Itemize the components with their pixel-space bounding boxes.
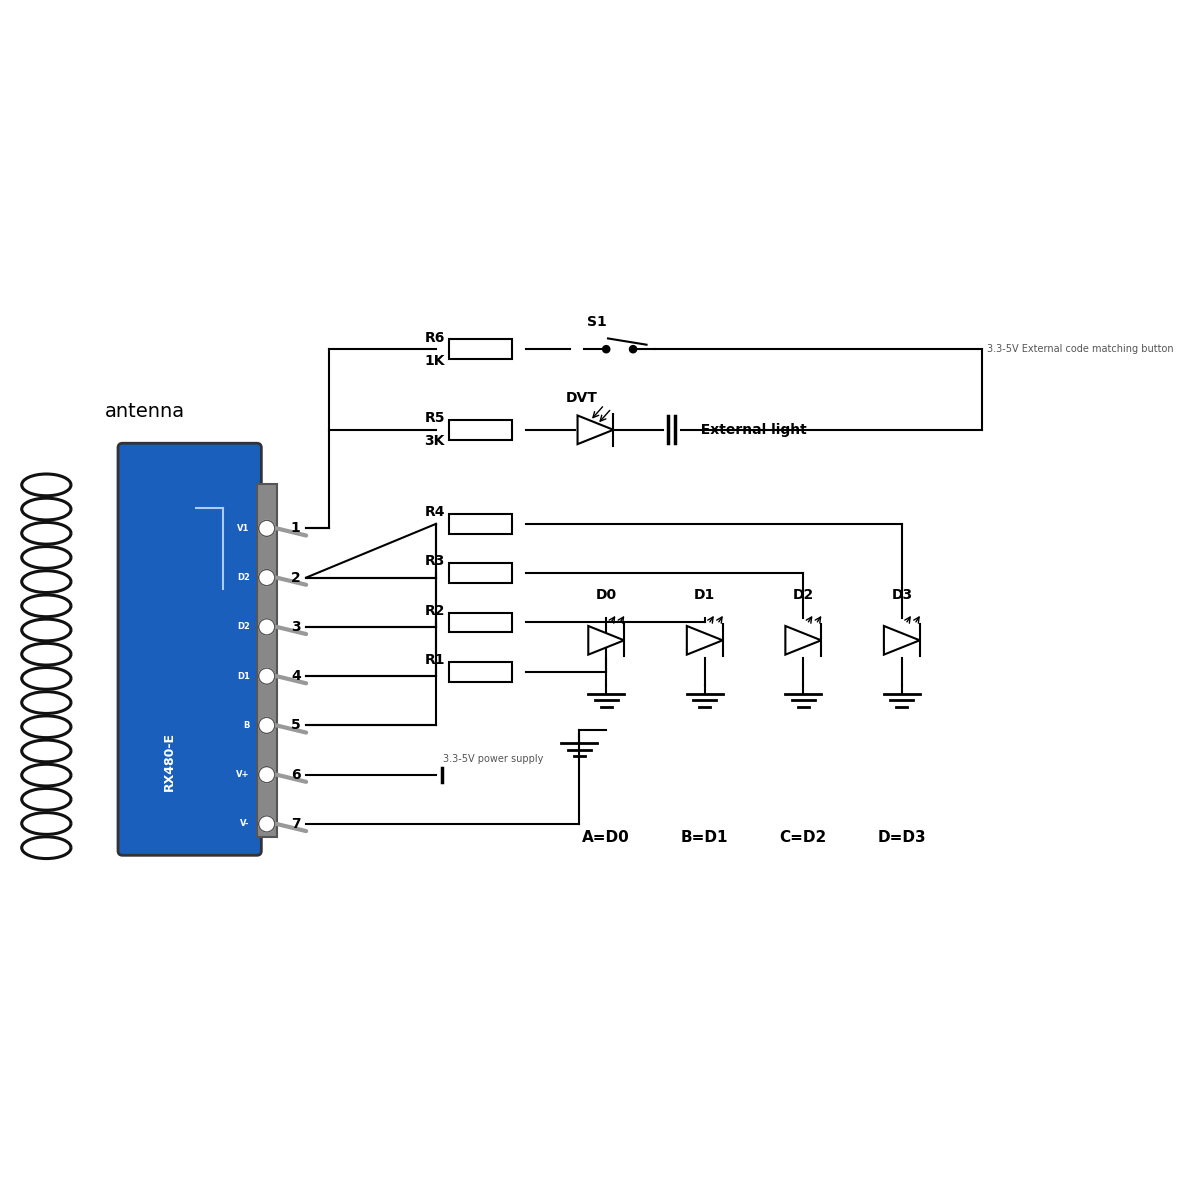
Text: 1: 1 xyxy=(290,521,301,535)
Polygon shape xyxy=(686,626,722,655)
Bar xyxy=(450,612,512,632)
Text: D2: D2 xyxy=(793,588,814,601)
Text: D2: D2 xyxy=(236,574,250,582)
Text: R2: R2 xyxy=(425,604,445,618)
Text: 7: 7 xyxy=(290,817,300,830)
Bar xyxy=(450,563,512,583)
Bar xyxy=(257,484,276,838)
Bar xyxy=(450,514,512,534)
Text: R4: R4 xyxy=(425,505,445,520)
Text: 2: 2 xyxy=(290,571,301,584)
Circle shape xyxy=(602,346,610,353)
Text: R3: R3 xyxy=(425,554,445,569)
Polygon shape xyxy=(588,626,624,655)
Text: R6: R6 xyxy=(425,330,445,344)
Text: 1K: 1K xyxy=(425,354,445,368)
Text: 5: 5 xyxy=(290,719,301,732)
Text: V+: V+ xyxy=(236,770,250,779)
Circle shape xyxy=(259,718,275,733)
Text: RX480-E: RX480-E xyxy=(163,732,176,791)
Text: D2: D2 xyxy=(236,623,250,631)
Text: 3.3-5V power supply: 3.3-5V power supply xyxy=(443,754,544,764)
Text: R1: R1 xyxy=(425,653,445,667)
Text: 3K: 3K xyxy=(425,434,445,449)
Text: 3: 3 xyxy=(290,620,300,634)
Text: V1: V1 xyxy=(238,524,250,533)
Polygon shape xyxy=(785,626,821,655)
Text: D1: D1 xyxy=(236,672,250,680)
Circle shape xyxy=(259,668,275,684)
Text: C=D2: C=D2 xyxy=(780,830,827,845)
Text: antenna: antenna xyxy=(104,402,185,421)
Text: 3.3-5V External code matching button: 3.3-5V External code matching button xyxy=(986,344,1174,354)
Circle shape xyxy=(630,346,637,353)
Text: B=D1: B=D1 xyxy=(680,830,728,845)
Bar xyxy=(450,662,512,682)
Circle shape xyxy=(259,521,275,536)
Text: 6: 6 xyxy=(290,768,300,781)
Text: R5: R5 xyxy=(425,412,445,425)
Text: D0: D0 xyxy=(595,588,617,601)
Text: S1: S1 xyxy=(587,316,607,330)
Circle shape xyxy=(259,570,275,586)
Text: DVT: DVT xyxy=(566,391,598,404)
Circle shape xyxy=(259,767,275,782)
Text: A=D0: A=D0 xyxy=(582,830,630,845)
Text: V-: V- xyxy=(240,820,250,828)
Circle shape xyxy=(259,816,275,832)
Text: D1: D1 xyxy=(694,588,715,601)
Text: D=D3: D=D3 xyxy=(877,830,926,845)
Text: B: B xyxy=(244,721,250,730)
Text: D3: D3 xyxy=(892,588,912,601)
Text: 4: 4 xyxy=(290,670,301,683)
Circle shape xyxy=(259,619,275,635)
Bar xyxy=(450,340,512,359)
Text: External light: External light xyxy=(691,422,808,437)
Bar xyxy=(450,420,512,439)
Polygon shape xyxy=(884,626,919,655)
Polygon shape xyxy=(577,415,613,444)
FancyBboxPatch shape xyxy=(118,443,262,856)
